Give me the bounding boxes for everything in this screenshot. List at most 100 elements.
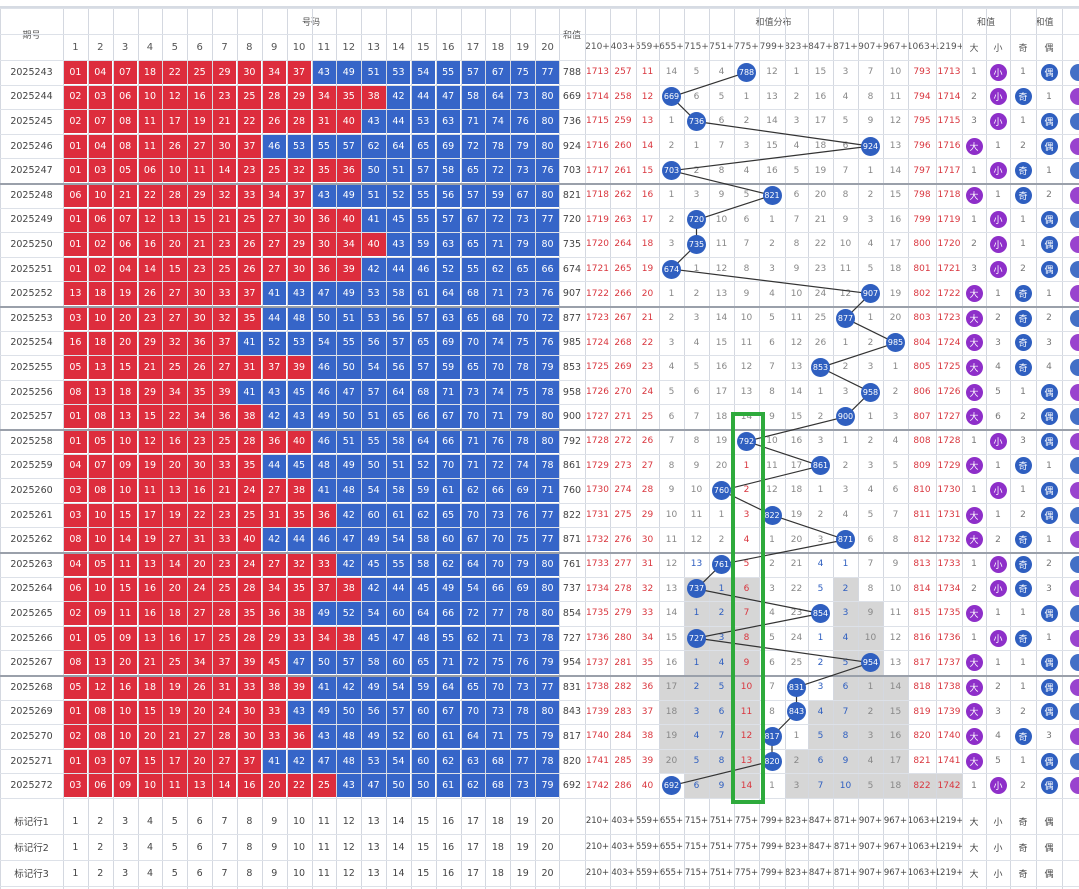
size-ball: 大	[965, 408, 983, 426]
number-cell: 15	[113, 355, 138, 380]
dist-cell: 277	[614, 559, 632, 570]
size-miss-cell: 2	[995, 682, 1001, 693]
size-miss-cell: 1	[971, 485, 977, 496]
parity-ball: 奇	[1014, 629, 1032, 647]
number-cell: 21	[138, 650, 162, 675]
dist-cell: 10	[690, 485, 703, 496]
dist-cell: 9	[769, 411, 775, 422]
number-cell: 29	[138, 331, 162, 355]
number-cell: 78	[535, 380, 560, 404]
number-cell: 05	[88, 552, 113, 577]
dist-cell: 2	[693, 165, 700, 176]
parity-miss-cell: 2	[1020, 510, 1026, 521]
number-cell: 38	[336, 577, 361, 601]
number-cell: 04	[63, 552, 88, 577]
sum-hit-ball: 788	[737, 62, 756, 82]
sum-hit-ball: 727	[687, 628, 706, 648]
number-cell: 11	[113, 552, 138, 577]
number-cell: 37	[287, 183, 311, 208]
dist-cell: 1718	[586, 190, 609, 201]
dist-cell: 2	[743, 116, 750, 127]
dist-cell: 3	[693, 313, 700, 324]
sum-hit-ball: 958	[861, 382, 880, 402]
dist-cell: 20	[715, 460, 728, 471]
number-cell: 33	[212, 454, 237, 478]
size-miss-cell: 1	[995, 190, 1001, 201]
number-cell: 13	[138, 626, 162, 650]
dist-cell: 2	[668, 141, 675, 152]
dist-cell: 1	[743, 91, 750, 102]
number-cell: 22	[162, 60, 187, 85]
parity-ball: 偶	[1040, 383, 1058, 401]
number-cell: 71	[485, 232, 510, 257]
dist-cell: 16	[889, 214, 902, 225]
number-cell: 80	[535, 577, 560, 601]
dist-cell: 1	[718, 583, 725, 594]
dist-cell: 36	[641, 682, 654, 693]
number-cell: 51	[386, 158, 411, 183]
number-cell: 23	[187, 257, 212, 281]
dist-cell: 1723	[586, 313, 609, 324]
number-cell: 32	[287, 552, 311, 577]
issue-cell: 2025253	[10, 312, 53, 324]
dist-cell: 12	[665, 559, 678, 570]
number-cell: 44	[262, 306, 287, 331]
dist-cell: 2	[793, 91, 800, 102]
number-cell: 31	[212, 675, 237, 700]
number-cell: 52	[386, 183, 411, 208]
dist-cell: 1731	[586, 510, 609, 521]
number-cell: 79	[510, 552, 535, 577]
number-cell: 65	[461, 675, 485, 700]
number-cell: 29	[187, 183, 212, 208]
dist-cell: 20	[790, 534, 803, 545]
number-cell: 56	[361, 331, 386, 355]
dist-cell: 4	[718, 657, 725, 668]
dist-cell: 795	[913, 116, 931, 127]
dist-cell: 16	[814, 91, 827, 102]
number-cell: 40	[361, 232, 386, 257]
number-cell: 33	[262, 700, 287, 724]
parity-ball: 奇	[1014, 162, 1032, 180]
parity-miss-cell: 1	[1020, 116, 1026, 127]
number-cell: 19	[113, 281, 138, 306]
number-cell: 03	[88, 158, 113, 183]
parity-ball: 奇	[1014, 88, 1032, 106]
number-cell: 49	[312, 700, 336, 724]
sum-hit-ball: 703	[662, 161, 681, 181]
dist-cell: 1716	[937, 141, 961, 152]
dist-cell: 270	[614, 387, 632, 398]
dist-cell: 1	[867, 682, 874, 693]
number-cell: 51	[336, 306, 361, 331]
dist-cell: 9	[867, 116, 874, 127]
dist-cell: 1720	[586, 239, 609, 250]
number-cell: 74	[510, 454, 535, 478]
parity-ball: 奇	[1014, 186, 1032, 204]
sum-cell: 900	[562, 411, 582, 423]
top-border	[0, 6, 1079, 8]
number-cell: 36	[187, 331, 212, 355]
number-cell: 38	[262, 675, 287, 700]
dist-cell: 19	[889, 288, 902, 299]
number-cell: 42	[262, 404, 287, 429]
number-cell: 70	[485, 527, 510, 552]
dist-cell: 5	[867, 510, 874, 521]
dist-cell: 2	[718, 534, 725, 545]
dist-cell: 15	[715, 337, 728, 348]
number-cell: 64	[411, 429, 436, 454]
dist-cell: 1	[668, 288, 675, 299]
cutoff-ball	[1070, 408, 1079, 426]
issue-cell: 2025262	[10, 534, 53, 546]
number-cell: 47	[336, 527, 361, 552]
issue-cell: 2025255	[10, 361, 53, 373]
sum-cell: 854	[562, 607, 582, 619]
number-cell: 59	[411, 478, 436, 503]
number-col-header: 14	[392, 41, 405, 53]
number-cell: 40	[336, 208, 361, 232]
number-cell: 01	[63, 700, 88, 724]
dist-cell: 2	[693, 682, 700, 693]
number-cell: 23	[187, 429, 212, 454]
parity-miss-cell: 1	[1020, 67, 1026, 78]
dist-cell: 14	[665, 608, 678, 619]
dist-cell: 3	[817, 682, 824, 693]
number-cell: 27	[162, 527, 187, 552]
